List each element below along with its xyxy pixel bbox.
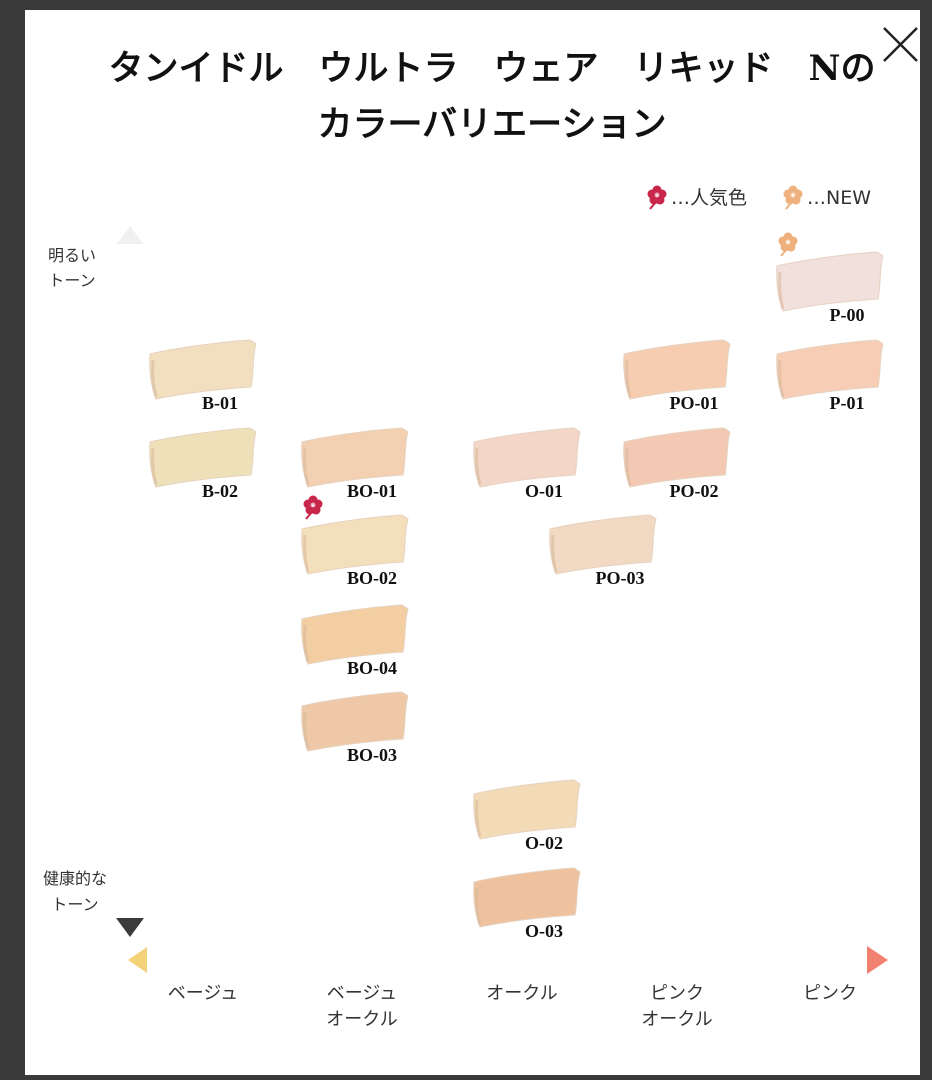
arrow-head [867, 946, 888, 974]
swatch [149, 339, 257, 400]
arrow-head [128, 947, 147, 973]
swatch-shadow [778, 271, 785, 310]
swatch-shadow [475, 447, 482, 486]
petal [303, 499, 313, 509]
swatch [549, 514, 657, 575]
column-label: オークル [326, 1009, 397, 1030]
column-label: ベージュ [327, 983, 397, 1004]
swatch-shadow [625, 359, 632, 398]
column-label: ピンク [650, 983, 704, 1004]
swatch [473, 779, 581, 840]
shade-label: BO-01 [347, 481, 397, 501]
swatch-shadow [151, 359, 158, 398]
petal [778, 236, 788, 246]
swatch [776, 339, 884, 400]
column-label: オークル [641, 1009, 712, 1030]
shade-label: B-01 [202, 393, 238, 413]
legend-label: …人気色 [671, 187, 747, 209]
title-line: カラーバリエーション [318, 104, 667, 145]
swatch-shadow [778, 359, 785, 398]
shade-label: O-01 [525, 481, 563, 501]
swatch [301, 514, 409, 575]
shade-label: PO-02 [670, 481, 719, 501]
swatch-shadow [475, 887, 482, 926]
swatch-shadow [625, 447, 632, 486]
arrow-head [117, 226, 143, 244]
shade-label: P-00 [830, 305, 865, 325]
center [785, 239, 791, 245]
petal [647, 189, 657, 199]
rose-icon [778, 232, 798, 257]
swatch-shadow [303, 447, 310, 486]
shade-label: BO-02 [347, 568, 397, 588]
close-button[interactable] [883, 27, 918, 62]
petal [783, 189, 793, 199]
swatch-shadow [475, 799, 482, 838]
shade-label: BO-03 [347, 745, 397, 765]
shade-label: B-02 [202, 481, 238, 501]
column-label: ベージュ [168, 983, 238, 1004]
swatch [149, 427, 257, 488]
stem [305, 512, 312, 520]
swatch [473, 427, 581, 488]
shade-label: PO-03 [596, 568, 645, 588]
center [790, 192, 796, 198]
swatch-shadow [551, 534, 558, 573]
arrow-head [116, 918, 144, 937]
swatch-shadow [303, 534, 310, 573]
swatch [776, 251, 884, 312]
rose-icon [783, 185, 803, 210]
center [654, 192, 660, 198]
column-label: オークル [486, 983, 557, 1004]
axis-label: 健康的な [43, 869, 107, 888]
center [310, 502, 316, 508]
shade-label: P-01 [830, 393, 865, 413]
swatch [301, 691, 409, 752]
shade-label: O-03 [525, 921, 563, 941]
swatch [473, 867, 581, 928]
axis-label: トーン [51, 895, 98, 914]
axis-label: トーン [48, 271, 95, 290]
column-label: ピンク [803, 983, 857, 1004]
modal [25, 10, 920, 1075]
swatch-shadow [303, 711, 310, 750]
stem [785, 202, 792, 210]
rose-icon [647, 185, 667, 210]
stem [649, 202, 656, 210]
shade-label: O-02 [525, 833, 563, 853]
rose-icon [303, 495, 323, 520]
legend-label: …NEW [807, 187, 871, 209]
shade-label: BO-04 [347, 658, 397, 678]
swatch [623, 339, 731, 400]
stem [780, 249, 787, 257]
swatch [301, 427, 409, 488]
shade-label: PO-01 [670, 393, 719, 413]
swatch-shadow [303, 624, 310, 663]
title-line: タンイドル ウルトラ ウェア リキッド Nの [109, 48, 876, 89]
swatch [623, 427, 731, 488]
swatch-shadow [151, 447, 158, 486]
swatch [301, 604, 409, 665]
axis-label: 明るい [48, 246, 96, 265]
